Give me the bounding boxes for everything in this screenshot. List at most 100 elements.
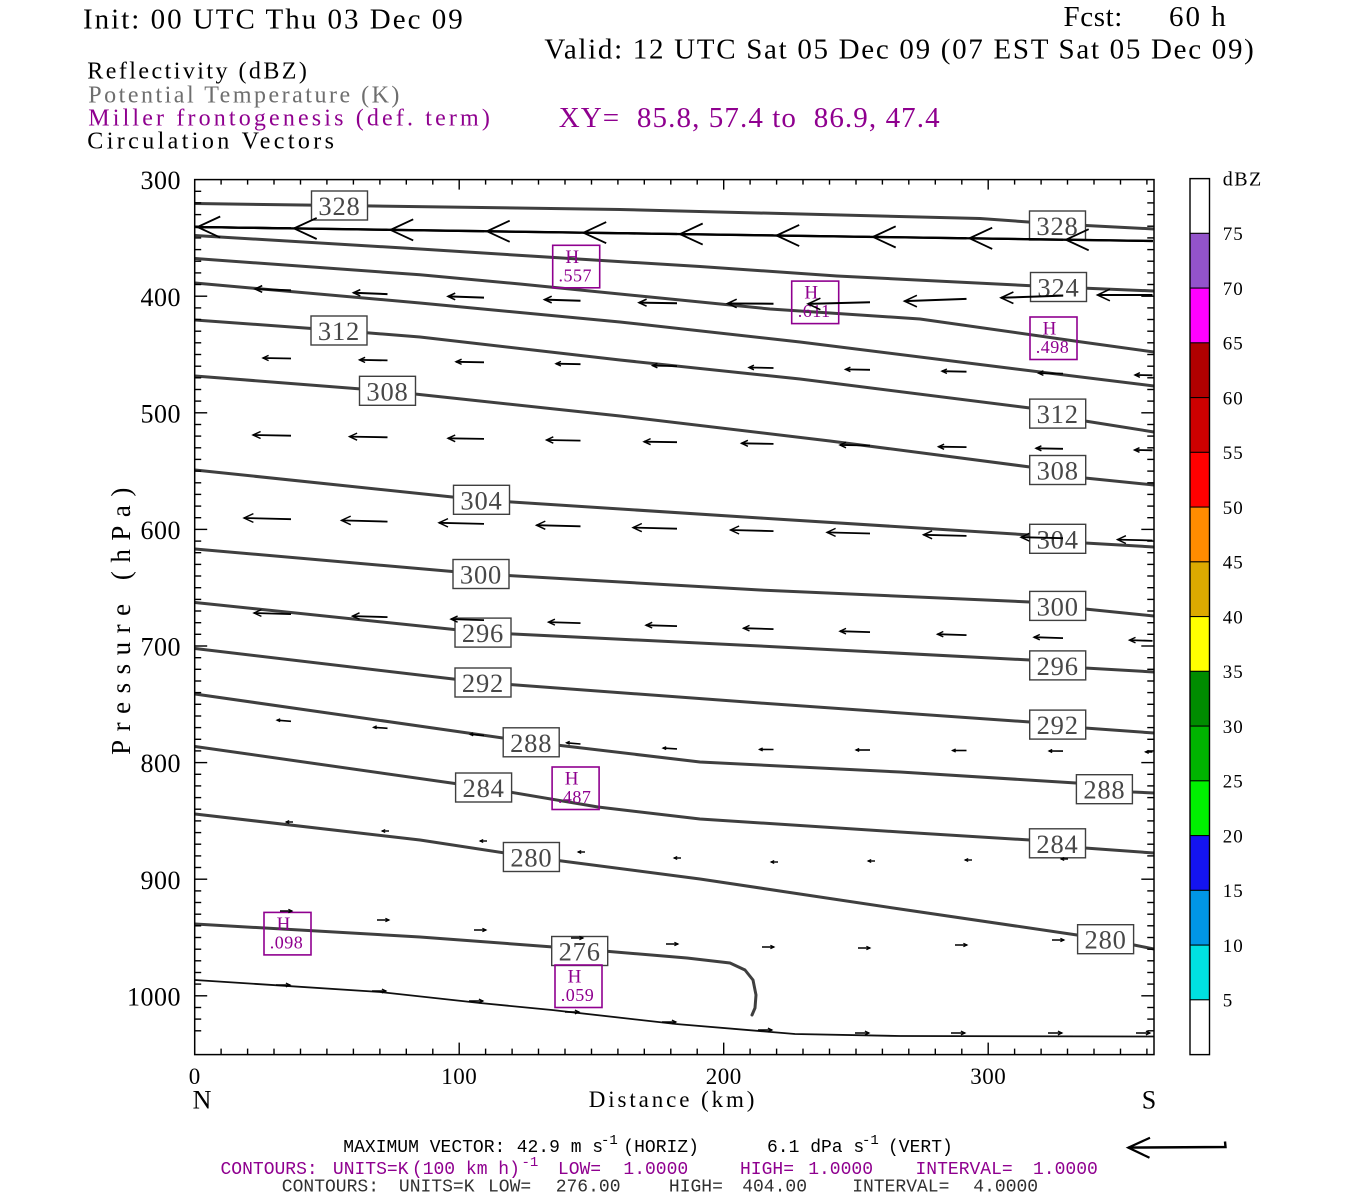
svg-text:35: 35 — [1223, 662, 1244, 683]
svg-text:.059: .059 — [561, 985, 595, 1005]
svg-text:288: 288 — [510, 728, 552, 758]
svg-text:-1: -1 — [522, 1155, 539, 1171]
svg-text:300: 300 — [460, 560, 502, 590]
svg-text:.557: .557 — [558, 265, 592, 285]
svg-text:296: 296 — [462, 618, 504, 648]
svg-text:H: H — [568, 967, 582, 988]
svg-text:75: 75 — [1223, 224, 1244, 245]
svg-text:H: H — [804, 283, 818, 304]
svg-text:292: 292 — [462, 668, 504, 698]
svg-text:S: S — [1142, 1086, 1156, 1115]
svg-text:INTERVAL=: INTERVAL= — [916, 1160, 1013, 1180]
svg-text:(100 km h): (100 km h) — [412, 1160, 520, 1180]
svg-text:UNITS=K: UNITS=K — [333, 1160, 409, 1180]
svg-text:800: 800 — [141, 749, 182, 778]
svg-text:CONTOURS:: CONTOURS: — [282, 1178, 379, 1198]
svg-text:H: H — [1043, 319, 1057, 340]
svg-text:312: 312 — [1037, 399, 1079, 429]
svg-text:50: 50 — [1223, 498, 1244, 519]
svg-text:XY= 85.8, 57.4 to 86.9, 47.4: XY= 85.8, 57.4 to 86.9, 47.4 — [559, 102, 941, 134]
svg-text:1.0000: 1.0000 — [808, 1160, 873, 1180]
svg-text:HIGH=: HIGH= — [669, 1178, 723, 1198]
svg-text:0: 0 — [189, 1064, 201, 1089]
svg-text:Pressure (hPa): Pressure (hPa) — [106, 479, 136, 755]
svg-text:Reflectivity (dBZ): Reflectivity (dBZ) — [87, 59, 309, 85]
svg-text:.098: .098 — [270, 932, 304, 952]
svg-text:Circulation Vectors: Circulation Vectors — [87, 129, 337, 155]
svg-text:296: 296 — [1037, 651, 1079, 681]
svg-text:304: 304 — [460, 485, 502, 515]
svg-text:1.0000: 1.0000 — [623, 1160, 688, 1180]
svg-text:HIGH=: HIGH= — [740, 1160, 794, 1180]
svg-text:404.00: 404.00 — [742, 1178, 807, 1198]
svg-text:324: 324 — [1037, 273, 1079, 303]
svg-text:6.1 dPa s: 6.1 dPa s — [767, 1138, 864, 1158]
svg-text:5: 5 — [1223, 991, 1234, 1012]
svg-text:1000: 1000 — [127, 982, 181, 1011]
svg-text:H: H — [277, 914, 291, 935]
svg-text:LOW=: LOW= — [488, 1178, 531, 1198]
svg-text:600: 600 — [141, 516, 182, 545]
svg-text:284: 284 — [463, 773, 505, 803]
svg-text:UNITS=K: UNITS=K — [399, 1178, 475, 1198]
svg-text:328: 328 — [1036, 211, 1078, 241]
svg-text:.487: .487 — [558, 787, 592, 807]
svg-text:.498: .498 — [1036, 337, 1070, 357]
svg-text:.611: .611 — [798, 301, 831, 321]
svg-text:70: 70 — [1223, 279, 1244, 300]
svg-text:308: 308 — [366, 376, 408, 406]
svg-text:276.00: 276.00 — [556, 1178, 621, 1198]
svg-text:(VERT): (VERT) — [888, 1138, 953, 1158]
svg-text:60: 60 — [1223, 388, 1244, 409]
svg-text:312: 312 — [318, 316, 360, 346]
svg-text:304: 304 — [1037, 524, 1079, 554]
svg-text:45: 45 — [1223, 553, 1244, 574]
svg-text:100: 100 — [441, 1064, 477, 1089]
svg-text:40: 40 — [1223, 607, 1244, 628]
svg-text:30: 30 — [1223, 717, 1244, 738]
svg-text:284: 284 — [1036, 829, 1078, 859]
svg-text:65: 65 — [1223, 334, 1244, 355]
svg-text:15: 15 — [1223, 881, 1244, 902]
svg-text:LOW=: LOW= — [558, 1160, 601, 1180]
svg-text:200: 200 — [706, 1064, 742, 1089]
svg-text:280: 280 — [1085, 925, 1127, 955]
svg-text:60 h: 60 h — [1169, 1, 1228, 33]
svg-text:280: 280 — [510, 843, 552, 873]
svg-text:1.0000: 1.0000 — [1033, 1160, 1098, 1180]
svg-text:-1: -1 — [601, 1133, 618, 1149]
svg-text:dBZ: dBZ — [1223, 169, 1263, 191]
svg-text:N: N — [193, 1086, 212, 1115]
svg-text:CONTOURS:: CONTOURS: — [221, 1160, 318, 1180]
svg-text:Init: 00 UTC Thu 03 Dec 09: Init: 00 UTC Thu 03 Dec 09 — [83, 3, 465, 35]
svg-text:308: 308 — [1037, 456, 1079, 486]
svg-text:H: H — [565, 769, 579, 790]
svg-text:288: 288 — [1083, 775, 1125, 805]
svg-text:(HORIZ): (HORIZ) — [623, 1138, 699, 1158]
svg-text:900: 900 — [141, 866, 182, 895]
svg-text:328: 328 — [318, 191, 360, 221]
svg-text:500: 500 — [141, 399, 182, 428]
svg-text:300: 300 — [970, 1064, 1006, 1089]
svg-text:700: 700 — [141, 633, 182, 662]
svg-text:Valid: 12 UTC Sat 05 Dec 09 (0: Valid: 12 UTC Sat 05 Dec 09 (07 EST Sat … — [544, 34, 1255, 66]
svg-text:INTERVAL=: INTERVAL= — [852, 1178, 949, 1198]
svg-text:H: H — [565, 247, 579, 268]
svg-text:Fcst:: Fcst: — [1064, 1, 1123, 33]
svg-text:42.9 m s: 42.9 m s — [517, 1138, 603, 1158]
svg-text:300: 300 — [1037, 591, 1079, 621]
svg-text:4.0000: 4.0000 — [973, 1178, 1038, 1198]
svg-text:20: 20 — [1223, 826, 1244, 847]
svg-text:Miller frontogenesis (def. ter: Miller frontogenesis (def. term) — [88, 106, 493, 132]
svg-text:276: 276 — [559, 937, 601, 967]
svg-text:300: 300 — [141, 166, 182, 195]
svg-text:10: 10 — [1223, 936, 1244, 957]
svg-text:MAXIMUM VECTOR:: MAXIMUM VECTOR: — [343, 1138, 505, 1158]
svg-text:Potential Temperature (K): Potential Temperature (K) — [88, 83, 402, 109]
svg-text:Distance (km): Distance (km) — [589, 1087, 758, 1112]
svg-text:292: 292 — [1037, 710, 1079, 740]
svg-text:-1: -1 — [862, 1133, 879, 1149]
svg-text:400: 400 — [141, 283, 182, 312]
svg-text:25: 25 — [1223, 772, 1244, 793]
svg-text:55: 55 — [1223, 443, 1244, 464]
